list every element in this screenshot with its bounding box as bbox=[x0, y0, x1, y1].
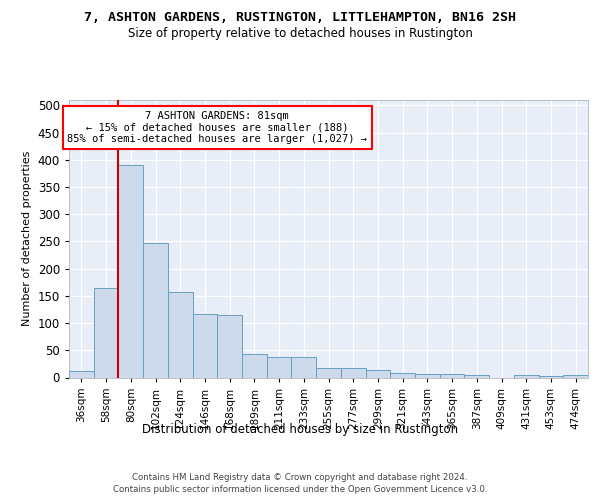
Text: Distribution of detached houses by size in Rustington: Distribution of detached houses by size … bbox=[142, 422, 458, 436]
Bar bbox=[94, 288, 118, 378]
Bar bbox=[267, 357, 292, 378]
Bar bbox=[440, 374, 464, 378]
Bar bbox=[464, 375, 489, 378]
Text: Size of property relative to detached houses in Rustington: Size of property relative to detached ho… bbox=[128, 28, 472, 40]
Text: 7, ASHTON GARDENS, RUSTINGTON, LITTLEHAMPTON, BN16 2SH: 7, ASHTON GARDENS, RUSTINGTON, LITTLEHAM… bbox=[84, 11, 516, 24]
Bar bbox=[242, 354, 267, 378]
Bar bbox=[415, 374, 440, 378]
Bar bbox=[341, 368, 365, 378]
Bar bbox=[118, 166, 143, 378]
Text: 7 ASHTON GARDENS: 81sqm
← 15% of detached houses are smaller (188)
85% of semi-d: 7 ASHTON GARDENS: 81sqm ← 15% of detache… bbox=[67, 111, 367, 144]
Bar bbox=[143, 242, 168, 378]
Bar bbox=[514, 376, 539, 378]
Bar bbox=[168, 292, 193, 378]
Bar bbox=[217, 315, 242, 378]
Bar bbox=[390, 373, 415, 378]
Bar bbox=[193, 314, 217, 378]
Bar bbox=[563, 375, 588, 378]
Bar bbox=[292, 357, 316, 378]
Bar bbox=[69, 371, 94, 378]
Y-axis label: Number of detached properties: Number of detached properties bbox=[22, 151, 32, 326]
Bar bbox=[316, 368, 341, 378]
Bar bbox=[539, 376, 563, 378]
Text: Contains HM Land Registry data © Crown copyright and database right 2024.
Contai: Contains HM Land Registry data © Crown c… bbox=[113, 472, 487, 494]
Bar bbox=[365, 370, 390, 378]
